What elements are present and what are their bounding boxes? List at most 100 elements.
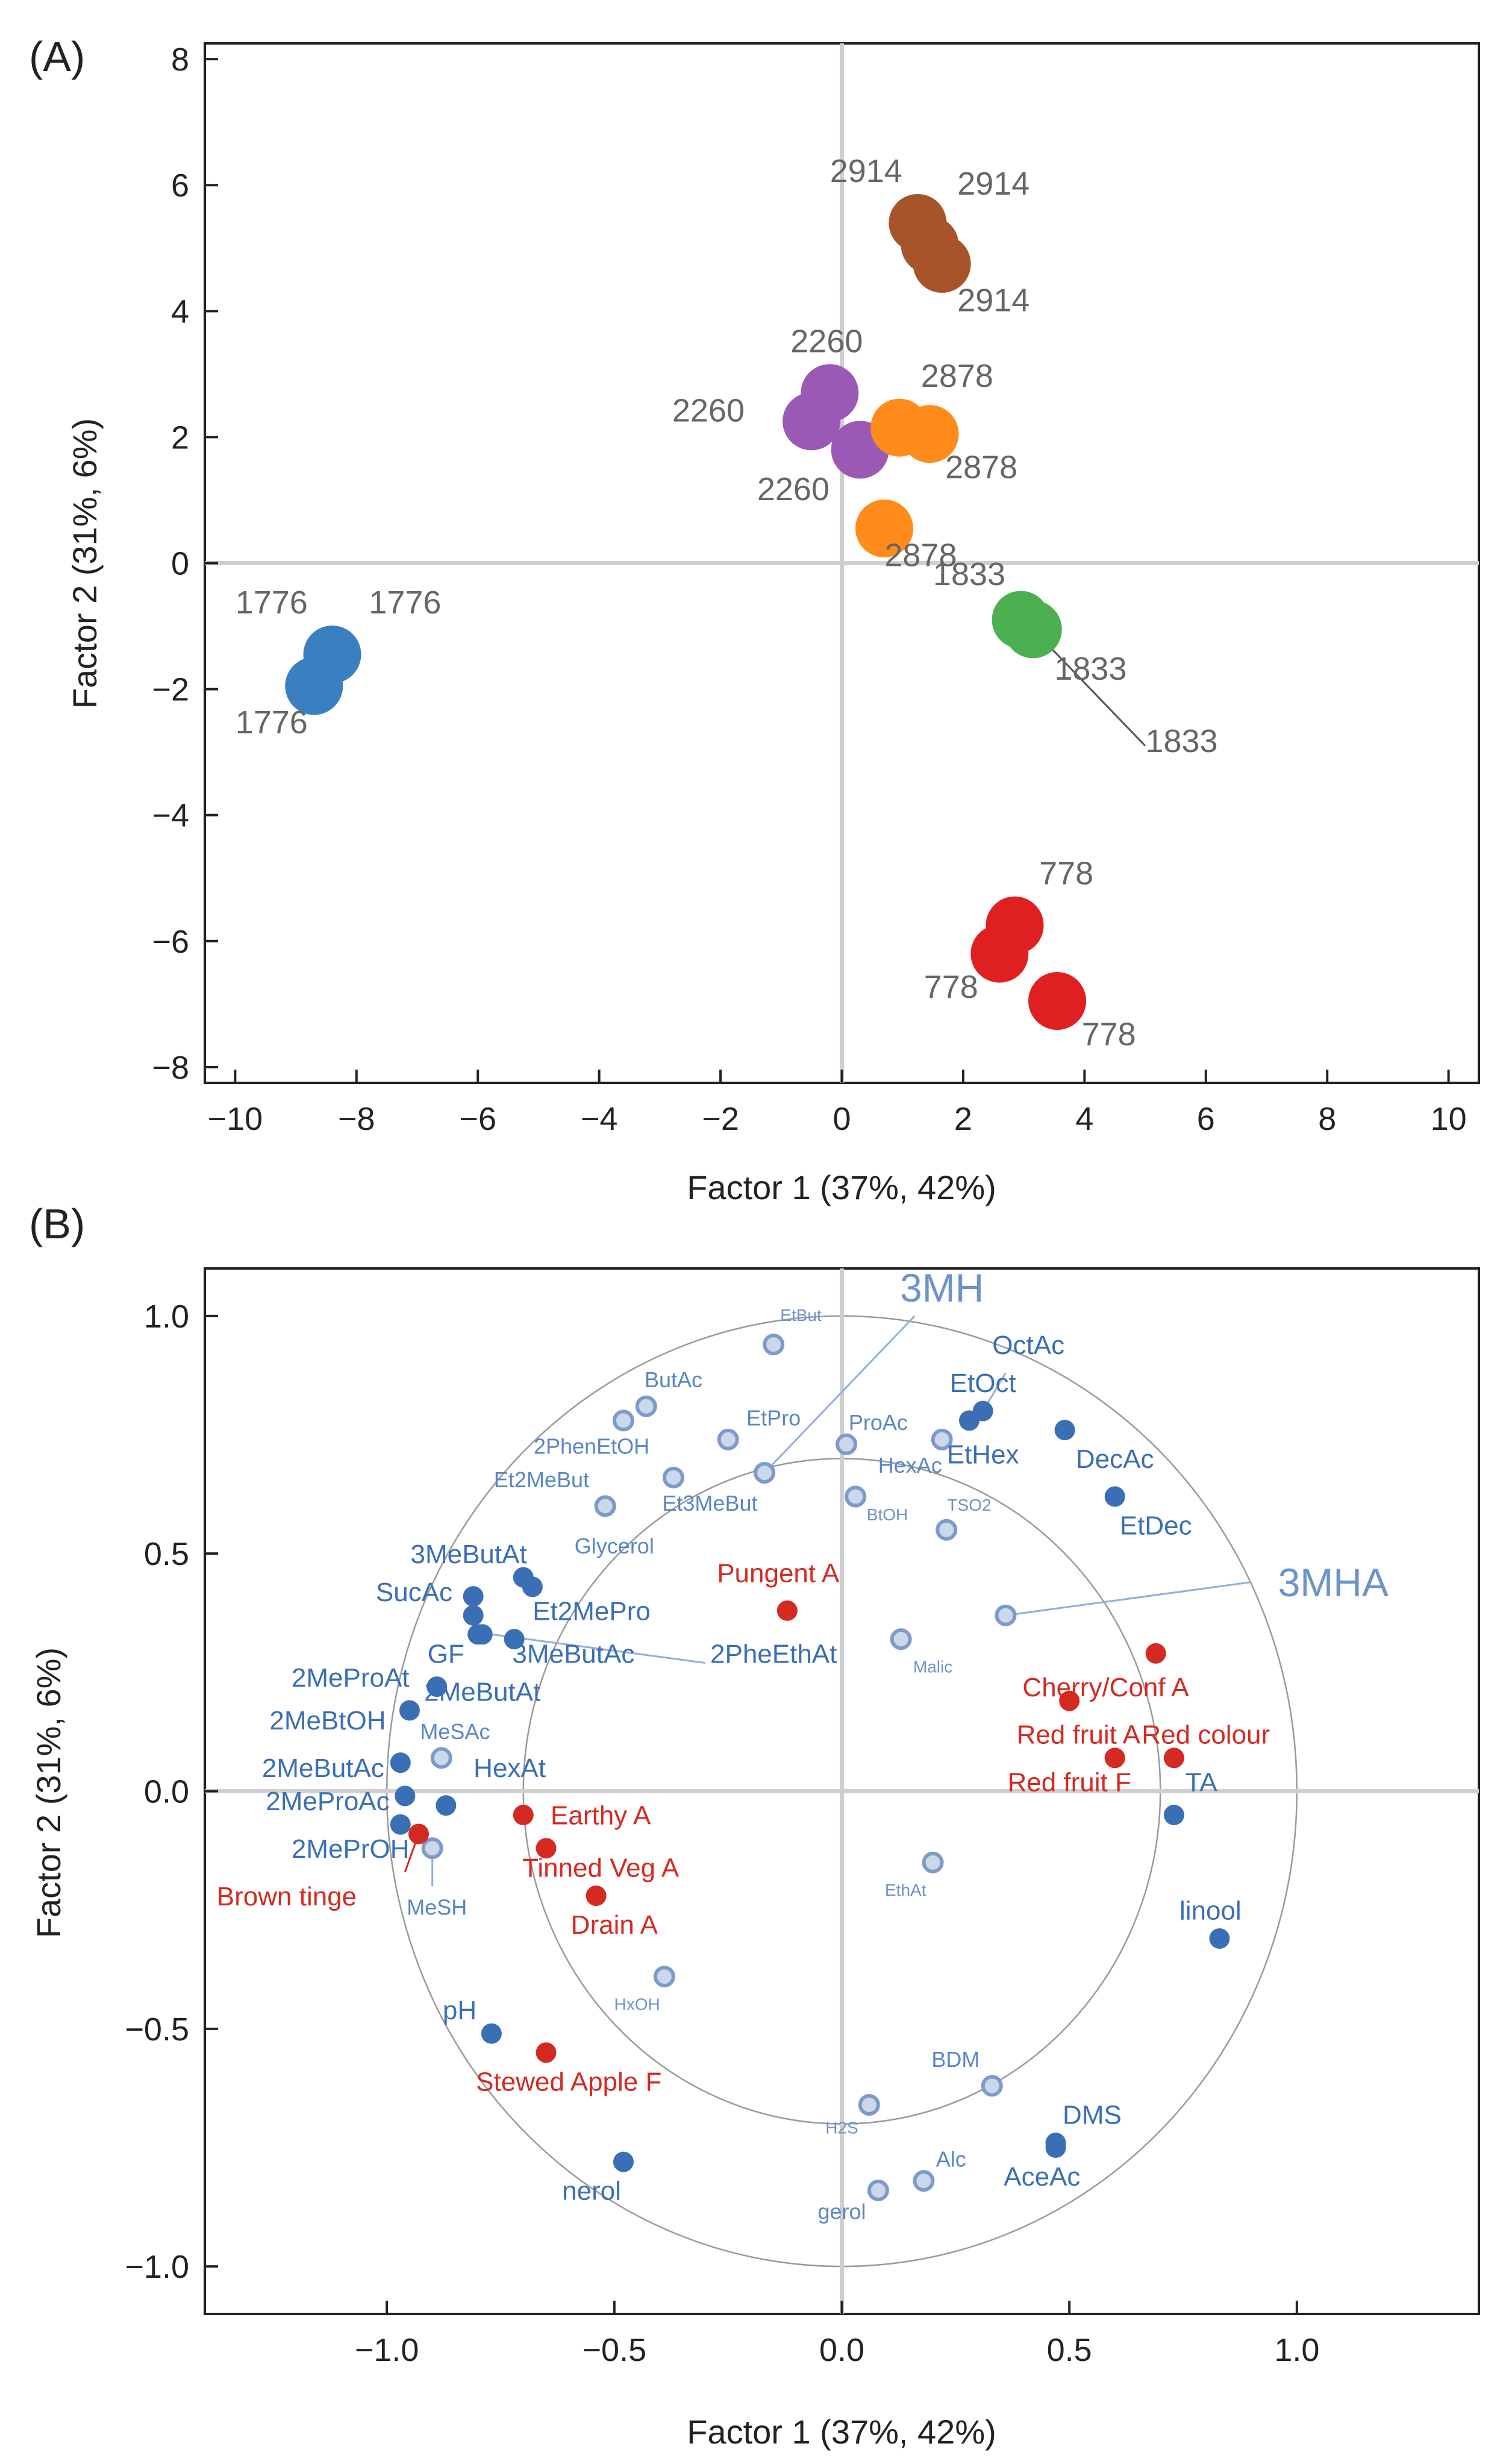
panel-a-point-labels: 1776 1776 1776 2914 2914 2914 2260 2260 2260 2878…: [236, 153, 1218, 1052]
panel-a-zero-lines: [205, 43, 1479, 1083]
panel-b-label-red-colour: Red colour: [1142, 1720, 1270, 1750]
panel-b-label-pungent-a: Pungent A: [717, 1559, 840, 1588]
panel-b-point-earthy-a: [513, 1804, 534, 1825]
panel-b-leader-lines: [404, 1315, 1252, 1887]
panel-b-point-2meproac: [395, 1785, 416, 1807]
panel-b-point-alc: [913, 2170, 935, 2192]
panel-b-label-hxoh: HxOH: [614, 1995, 660, 2013]
panel-b-label-decac: DecAc: [1076, 1444, 1154, 1474]
panel-b-label-3mh: 3MH: [900, 1265, 984, 1310]
panel-b-point-decac: [1054, 1420, 1075, 1441]
panel-b-label-mesac: MeSAc: [420, 1719, 490, 1744]
panel-a-point-2878: [855, 500, 913, 557]
panel-a-label-2260: 2260: [757, 471, 829, 507]
panel-b-point-red-fruit-f: [1104, 1748, 1125, 1769]
panel-a-point-1776: [285, 657, 343, 715]
panel-b-label-stewed-apple-f: Stewed Apple F: [476, 2067, 661, 2096]
panel-b-point-red-colour: [1163, 1748, 1184, 1769]
panel-b-label-aceac: AceAc: [1004, 2162, 1080, 2192]
panel-b-y-tick-label: −1.0: [125, 2249, 189, 2285]
panel-b-label-et2mebut: Et2MeBut: [494, 1467, 589, 1492]
panel-a-x-tick-label: −8: [338, 1101, 375, 1137]
panel-b-label-etdec: EtDec: [1120, 1511, 1192, 1541]
panel-b-label-ethex: EtHex: [947, 1440, 1019, 1469]
panel-a-point-778: [1028, 972, 1087, 1030]
panel-b-point-red-fruit-a: [1059, 1690, 1080, 1711]
panel-a-label-1776: 1776: [236, 704, 308, 741]
panel-b-label-malic: Malic: [913, 1657, 952, 1676]
panel-b-point-etbut: [763, 1334, 785, 1356]
panel-b-point-mesh: [421, 1837, 443, 1860]
panel-b-label-gerol: gerol: [817, 2199, 866, 2224]
panel-b-label-dms: DMS: [1063, 2101, 1122, 2130]
panel-b-point-drain-a: [586, 1886, 607, 1906]
panel-b-label-bdm: BDM: [931, 2047, 979, 2072]
panel-b-point-2phenetoh: [612, 1409, 634, 1432]
panel-b-label-2mebutac: 2MeButAc: [262, 1754, 384, 1783]
panel-b-y-tick-label: 1.0: [144, 1299, 189, 1335]
panel-b-label-2meproat: 2MeProAt: [292, 1663, 410, 1693]
panel-b-point-tso2: [936, 1519, 958, 1541]
panel-a-label-2914: 2914: [957, 166, 1029, 202]
panel-b-label-2meproac: 2MeProAc: [266, 1787, 389, 1816]
panel-b-point-gerol: [867, 2179, 889, 2201]
panel-b-label-nerol: nerol: [562, 2177, 621, 2206]
panel-b-point-ethat: [922, 1851, 944, 1873]
panel-b-label-brown-tinge: Brown tinge: [217, 1882, 357, 1911]
panel-b-x-tick-label: 1.0: [1274, 2332, 1319, 2368]
panel-a-label-2878: 2878: [921, 358, 993, 394]
panel-b-point-linool: [1209, 1928, 1230, 1949]
panel-b-point-pungent-a: [776, 1600, 798, 1621]
panel-a-ticks: −10 −8 −6 −4 −2 0 2 4 6 8 10 −8 −6 −4 −2 0 2 4 6 8: [152, 42, 1466, 1137]
panel-a-x-tick-label: 0: [833, 1101, 851, 1137]
panel-b-label-earthy-a: Earthy A: [551, 1801, 651, 1831]
panel-a-y-tick-label: 0: [171, 546, 189, 582]
panel-b-label-tinned-veg-a: Tinned Veg A: [522, 1853, 680, 1882]
panel-b-variable-labels: EtBut 3MH OctAc EtOct EtHex DecAc EtDec ButAc Et…: [217, 1265, 1389, 2224]
panel-b-point-ph: [481, 2023, 502, 2044]
panel-b-point-glycerol: [594, 1495, 616, 1517]
panel-a-label-1833: 1833: [1054, 651, 1126, 687]
panel-b-label-sucac: SucAc: [376, 1578, 452, 1607]
panel-b-point-brown-tinge: [408, 1823, 430, 1845]
panel-b-label-etbut: EtBut: [780, 1306, 822, 1324]
panel-a-label-2878: 2878: [884, 538, 957, 574]
panel-b-label: (B): [29, 1200, 85, 1247]
panel-a-point-2260: [783, 392, 841, 451]
panel-b-point-sucac: [463, 1586, 484, 1607]
panel-a-x-tick-label: 6: [1197, 1101, 1215, 1137]
panel-a-label-2260: 2260: [672, 392, 745, 428]
panel-b-label-btoh: BtOH: [867, 1505, 908, 1524]
panel-b-point-nerol: [613, 2151, 634, 2172]
panel-b-label-red-fruit-f: Red fruit F: [1007, 1768, 1131, 1798]
panel-b-label-3mebutat: 3MeButAt: [410, 1540, 526, 1569]
panel-a-label-778: 778: [1039, 856, 1093, 892]
panel-b-label-2meproh: 2MePrOH: [292, 1834, 410, 1864]
panel-b-label-ethat: EthAt: [885, 1881, 926, 1899]
panel-a-point-2914: [913, 234, 971, 293]
panel-b-y-tick-label: 0.5: [144, 1536, 189, 1572]
panel-b-label-red-fruit-a: Red fruit A: [1017, 1720, 1141, 1750]
panel-b-point-ethex: [931, 1428, 953, 1450]
panel-a-x-tick-label: 2: [954, 1101, 972, 1137]
panel-b-label-cherry-conf-a: Cherry/Conf A: [1022, 1673, 1189, 1702]
panel-b-point-etdec: [1104, 1486, 1125, 1507]
panel-b-point-2mebutac: [390, 1752, 411, 1773]
panel-a-point-1833: [1004, 600, 1062, 659]
panel-b-label-h2s: H2S: [825, 2118, 858, 2137]
panel-a-x-axis-title: Factor 1 (37%, 42%): [687, 1168, 996, 1206]
panel-b-point-2mebtoh: [399, 1700, 420, 1721]
panel-a-y-tick-label: −4: [152, 798, 189, 834]
panel-a-x-tick-label: 8: [1318, 1101, 1336, 1137]
panel-b-label-2phenetoh: 2PhenEtOH: [534, 1434, 649, 1459]
panel-b-y-axis-title: Factor 2 (31%, 6%): [30, 1647, 67, 1938]
panel-b-label-mesh: MeSH: [407, 1895, 467, 1920]
panel-b-point-3mebutac: [504, 1629, 525, 1650]
panel-a-points: [285, 193, 1087, 1030]
panel-b-point-stewed-apple-f: [536, 2042, 557, 2063]
panel-a-y-tick-label: 4: [171, 293, 189, 330]
panel-b-label-ta: TA: [1186, 1768, 1218, 1798]
panel-b-label-2mebtoh: 2MeBtOH: [269, 1706, 386, 1735]
panel-a-y-tick-label: 6: [171, 168, 189, 204]
